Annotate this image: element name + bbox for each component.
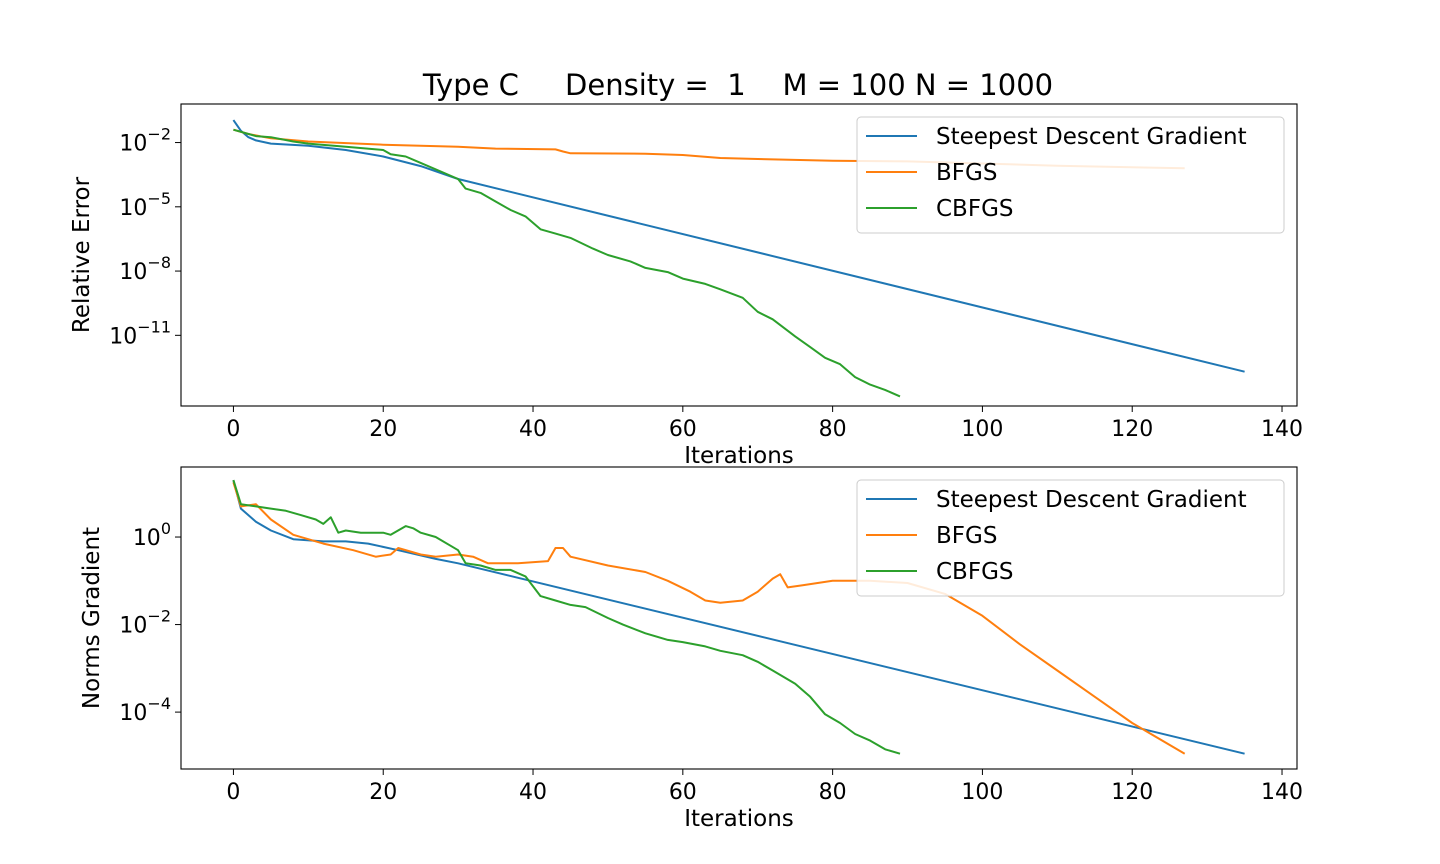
legend-label: Steepest Descent Gradient — [936, 487, 1247, 513]
figure-title: Type C Density = 1 M = 100 N = 1000 — [422, 68, 1053, 102]
y-tick-label: 10−4 — [119, 694, 171, 726]
legend: Steepest Descent Gradient BFGS CBFGS — [856, 479, 1285, 597]
x-axis-label: Iterations — [684, 443, 794, 469]
legend-label: Steepest Descent Gradient — [936, 124, 1247, 150]
x-tick-label: 40 — [519, 780, 547, 805]
y-tick-label: 10−2 — [119, 607, 171, 639]
x-axis-label: Iterations — [684, 806, 794, 832]
x-tick-label: 20 — [369, 780, 397, 805]
legend: Steepest Descent Gradient BFGS CBFGS — [856, 116, 1285, 234]
series-line-steepest-descent-gradient — [232, 119, 1245, 373]
legend-label: CBFGS — [936, 196, 1014, 222]
y-tick-label: 10−11 — [109, 317, 171, 349]
x-tick-label: 140 — [1261, 780, 1303, 805]
x-tick-label: 80 — [819, 417, 847, 442]
y-axis-label: Relative Error — [69, 176, 95, 333]
legend-box — [856, 116, 1285, 234]
y-tick-label: 10−5 — [119, 189, 171, 221]
subplot-1: 0 20 40 60 80 100 120 140 10−2 10−5 10−8 10−11 Itera… — [69, 103, 1303, 469]
x-tick-label: 100 — [961, 780, 1003, 805]
y-tick-label: 100 — [133, 519, 171, 551]
series-line-steepest-descent-gradient — [232, 479, 1245, 755]
x-tick-label: 20 — [369, 417, 397, 442]
legend-label: CBFGS — [936, 559, 1014, 585]
x-tick-label: 60 — [669, 780, 697, 805]
legend-label: BFGS — [936, 523, 997, 549]
axes-frame — [180, 103, 1298, 407]
x-tick-label: 120 — [1111, 780, 1153, 805]
y-tick-label: 10−2 — [119, 125, 171, 157]
series-line-cbfgs — [232, 479, 901, 755]
legend-box — [856, 479, 1285, 597]
subplot-2: 0 20 40 60 80 100 120 140 100 10−2 10−4 Iterations N… — [79, 466, 1303, 832]
x-tick-label: 80 — [819, 780, 847, 805]
x-tick-label: 100 — [961, 417, 1003, 442]
x-tick-label: 60 — [669, 417, 697, 442]
axes-frame — [180, 466, 1298, 770]
series-line-cbfgs — [233, 128, 901, 398]
y-tick-label: 10−8 — [119, 253, 171, 285]
y-axis-label: Norms Gradient — [79, 527, 105, 709]
x-tick-label: 0 — [226, 780, 240, 805]
x-tick-label: 0 — [226, 417, 240, 442]
x-tick-label: 120 — [1111, 417, 1153, 442]
legend-label: BFGS — [936, 160, 997, 186]
x-tick-label: 140 — [1261, 417, 1303, 442]
x-tick-label: 40 — [519, 417, 547, 442]
